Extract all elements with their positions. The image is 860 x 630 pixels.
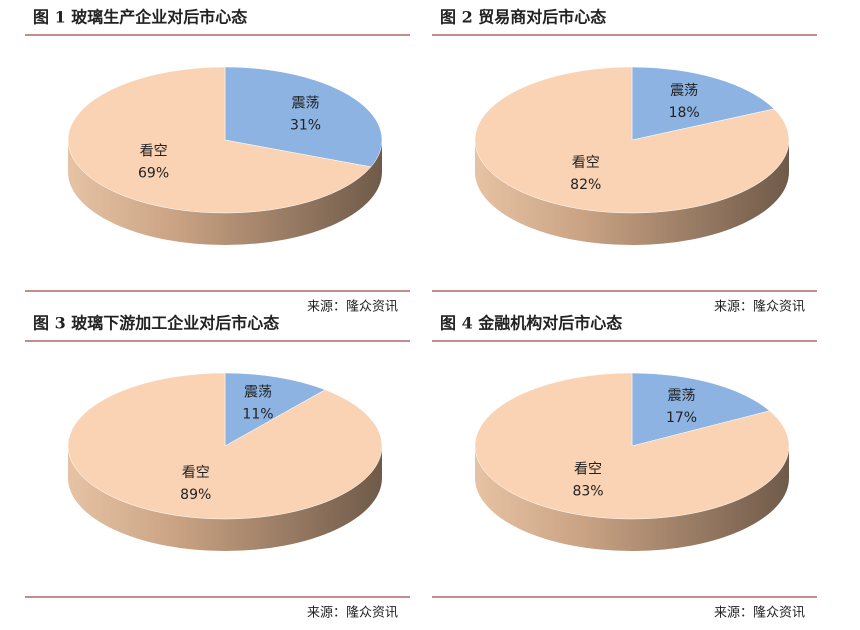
chart-title: 图 4 金融机构对后市心态: [440, 314, 622, 333]
slice-label: 看空: [572, 155, 600, 171]
pie-slice: [224, 66, 383, 168]
slice-value: 17%: [666, 410, 697, 426]
pie-slice: [474, 372, 790, 520]
pie-slice: [631, 372, 771, 447]
source-note: 来源：隆众资讯: [714, 606, 805, 621]
pie-slice: [474, 66, 790, 214]
slice-value: 83%: [572, 484, 603, 500]
slice-value: 18%: [669, 105, 700, 121]
pie-side: [475, 140, 789, 245]
slice-value: 11%: [242, 406, 273, 422]
pie-slice: [67, 372, 383, 520]
pie-slice: [224, 372, 326, 447]
pie-slice: [67, 66, 372, 214]
pie-slice: [631, 66, 775, 141]
slice-label: 看空: [574, 462, 602, 478]
slice-label: 震荡: [670, 83, 698, 99]
slice-label: 震荡: [244, 384, 272, 400]
source-note: 来源：隆众资讯: [307, 300, 398, 315]
slice-label: 看空: [182, 465, 210, 481]
pie-side: [68, 446, 382, 551]
slice-label: 看空: [140, 144, 168, 160]
slice-value: 82%: [570, 177, 601, 193]
chart-title: 图 1 玻璃生产企业对后市心态: [33, 8, 247, 27]
slice-value: 89%: [180, 487, 211, 503]
source-note: 来源：隆众资讯: [714, 300, 805, 315]
slice-value: 31%: [290, 118, 321, 134]
pie-side: [68, 140, 382, 245]
source-note: 来源：隆众资讯: [307, 606, 398, 621]
chart-title: 图 2 贸易商对后市心态: [440, 8, 606, 27]
chart-title: 图 3 玻璃下游加工企业对后市心态: [33, 314, 279, 333]
slice-value: 69%: [138, 166, 169, 182]
slice-label: 震荡: [292, 96, 320, 112]
pie-side: [475, 446, 789, 551]
slice-label: 震荡: [668, 388, 696, 404]
